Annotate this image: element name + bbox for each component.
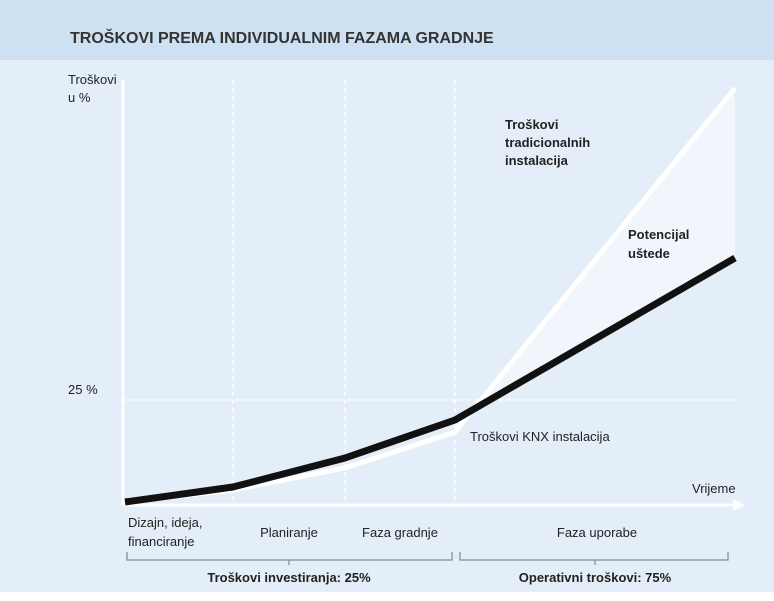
bottom-strip bbox=[0, 592, 774, 601]
title-bar bbox=[0, 0, 774, 60]
y-mark: 25 % bbox=[68, 382, 98, 397]
group-label: Operativni troškovi: 75% bbox=[519, 570, 672, 585]
annotation: Troškovi KNX instalacija bbox=[470, 429, 610, 444]
annotation: uštede bbox=[628, 246, 670, 261]
x-arrow bbox=[733, 499, 745, 511]
phase-label: Dizajn, ideja, bbox=[128, 515, 202, 530]
phase-label: Faza gradnje bbox=[362, 525, 438, 540]
group-label: Troškovi investiranja: 25% bbox=[207, 570, 371, 585]
phase-label: Planiranje bbox=[260, 525, 318, 540]
title: TROŠKOVI PREMA INDIVIDUALNIM FAZAMA GRAD… bbox=[70, 28, 494, 47]
phase-label: financiranje bbox=[128, 534, 195, 549]
x-label: Vrijeme bbox=[692, 481, 736, 496]
annotation: tradicionalnih bbox=[505, 135, 590, 150]
annotation: Potencijal bbox=[628, 227, 689, 242]
annotation: Troškovi bbox=[505, 117, 558, 132]
brackets bbox=[126, 552, 729, 565]
y-label: Troškovi bbox=[68, 72, 117, 87]
knx-line bbox=[124, 254, 737, 506]
annotation: instalacija bbox=[505, 153, 569, 168]
y-label: u % bbox=[68, 90, 91, 105]
phase-label: Faza uporabe bbox=[557, 525, 637, 540]
